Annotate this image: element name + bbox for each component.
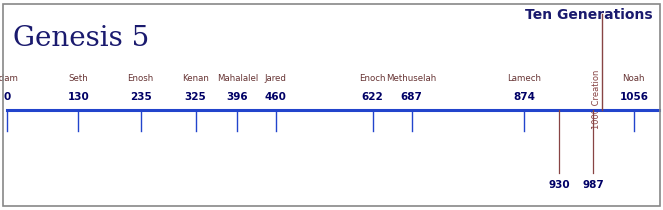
Text: 1000 Creation: 1000 Creation xyxy=(591,70,601,129)
Text: 930: 930 xyxy=(548,180,570,190)
Text: 1056: 1056 xyxy=(619,92,648,102)
Text: Noah: Noah xyxy=(623,74,645,83)
Text: Enoch: Enoch xyxy=(359,74,386,83)
Text: Mahalalel: Mahalalel xyxy=(217,74,258,83)
Text: 0: 0 xyxy=(3,92,10,102)
Text: 130: 130 xyxy=(68,92,89,102)
Text: Seth: Seth xyxy=(68,74,88,83)
Text: 687: 687 xyxy=(401,92,422,102)
Text: Kenan: Kenan xyxy=(182,74,209,83)
Text: 325: 325 xyxy=(185,92,206,102)
Text: Methuselah: Methuselah xyxy=(387,74,437,83)
Text: Genesis 5: Genesis 5 xyxy=(13,25,150,52)
Text: Jared: Jared xyxy=(265,74,286,83)
Text: Adam: Adam xyxy=(0,74,19,83)
Text: 987: 987 xyxy=(583,180,604,190)
Text: 874: 874 xyxy=(513,92,536,102)
Text: Ten Generations: Ten Generations xyxy=(526,8,653,22)
Text: Enosh: Enosh xyxy=(127,74,154,83)
Text: 460: 460 xyxy=(265,92,286,102)
Text: Lamech: Lamech xyxy=(507,74,542,83)
Text: 235: 235 xyxy=(130,92,151,102)
Text: 396: 396 xyxy=(227,92,248,102)
Text: 622: 622 xyxy=(362,92,383,102)
